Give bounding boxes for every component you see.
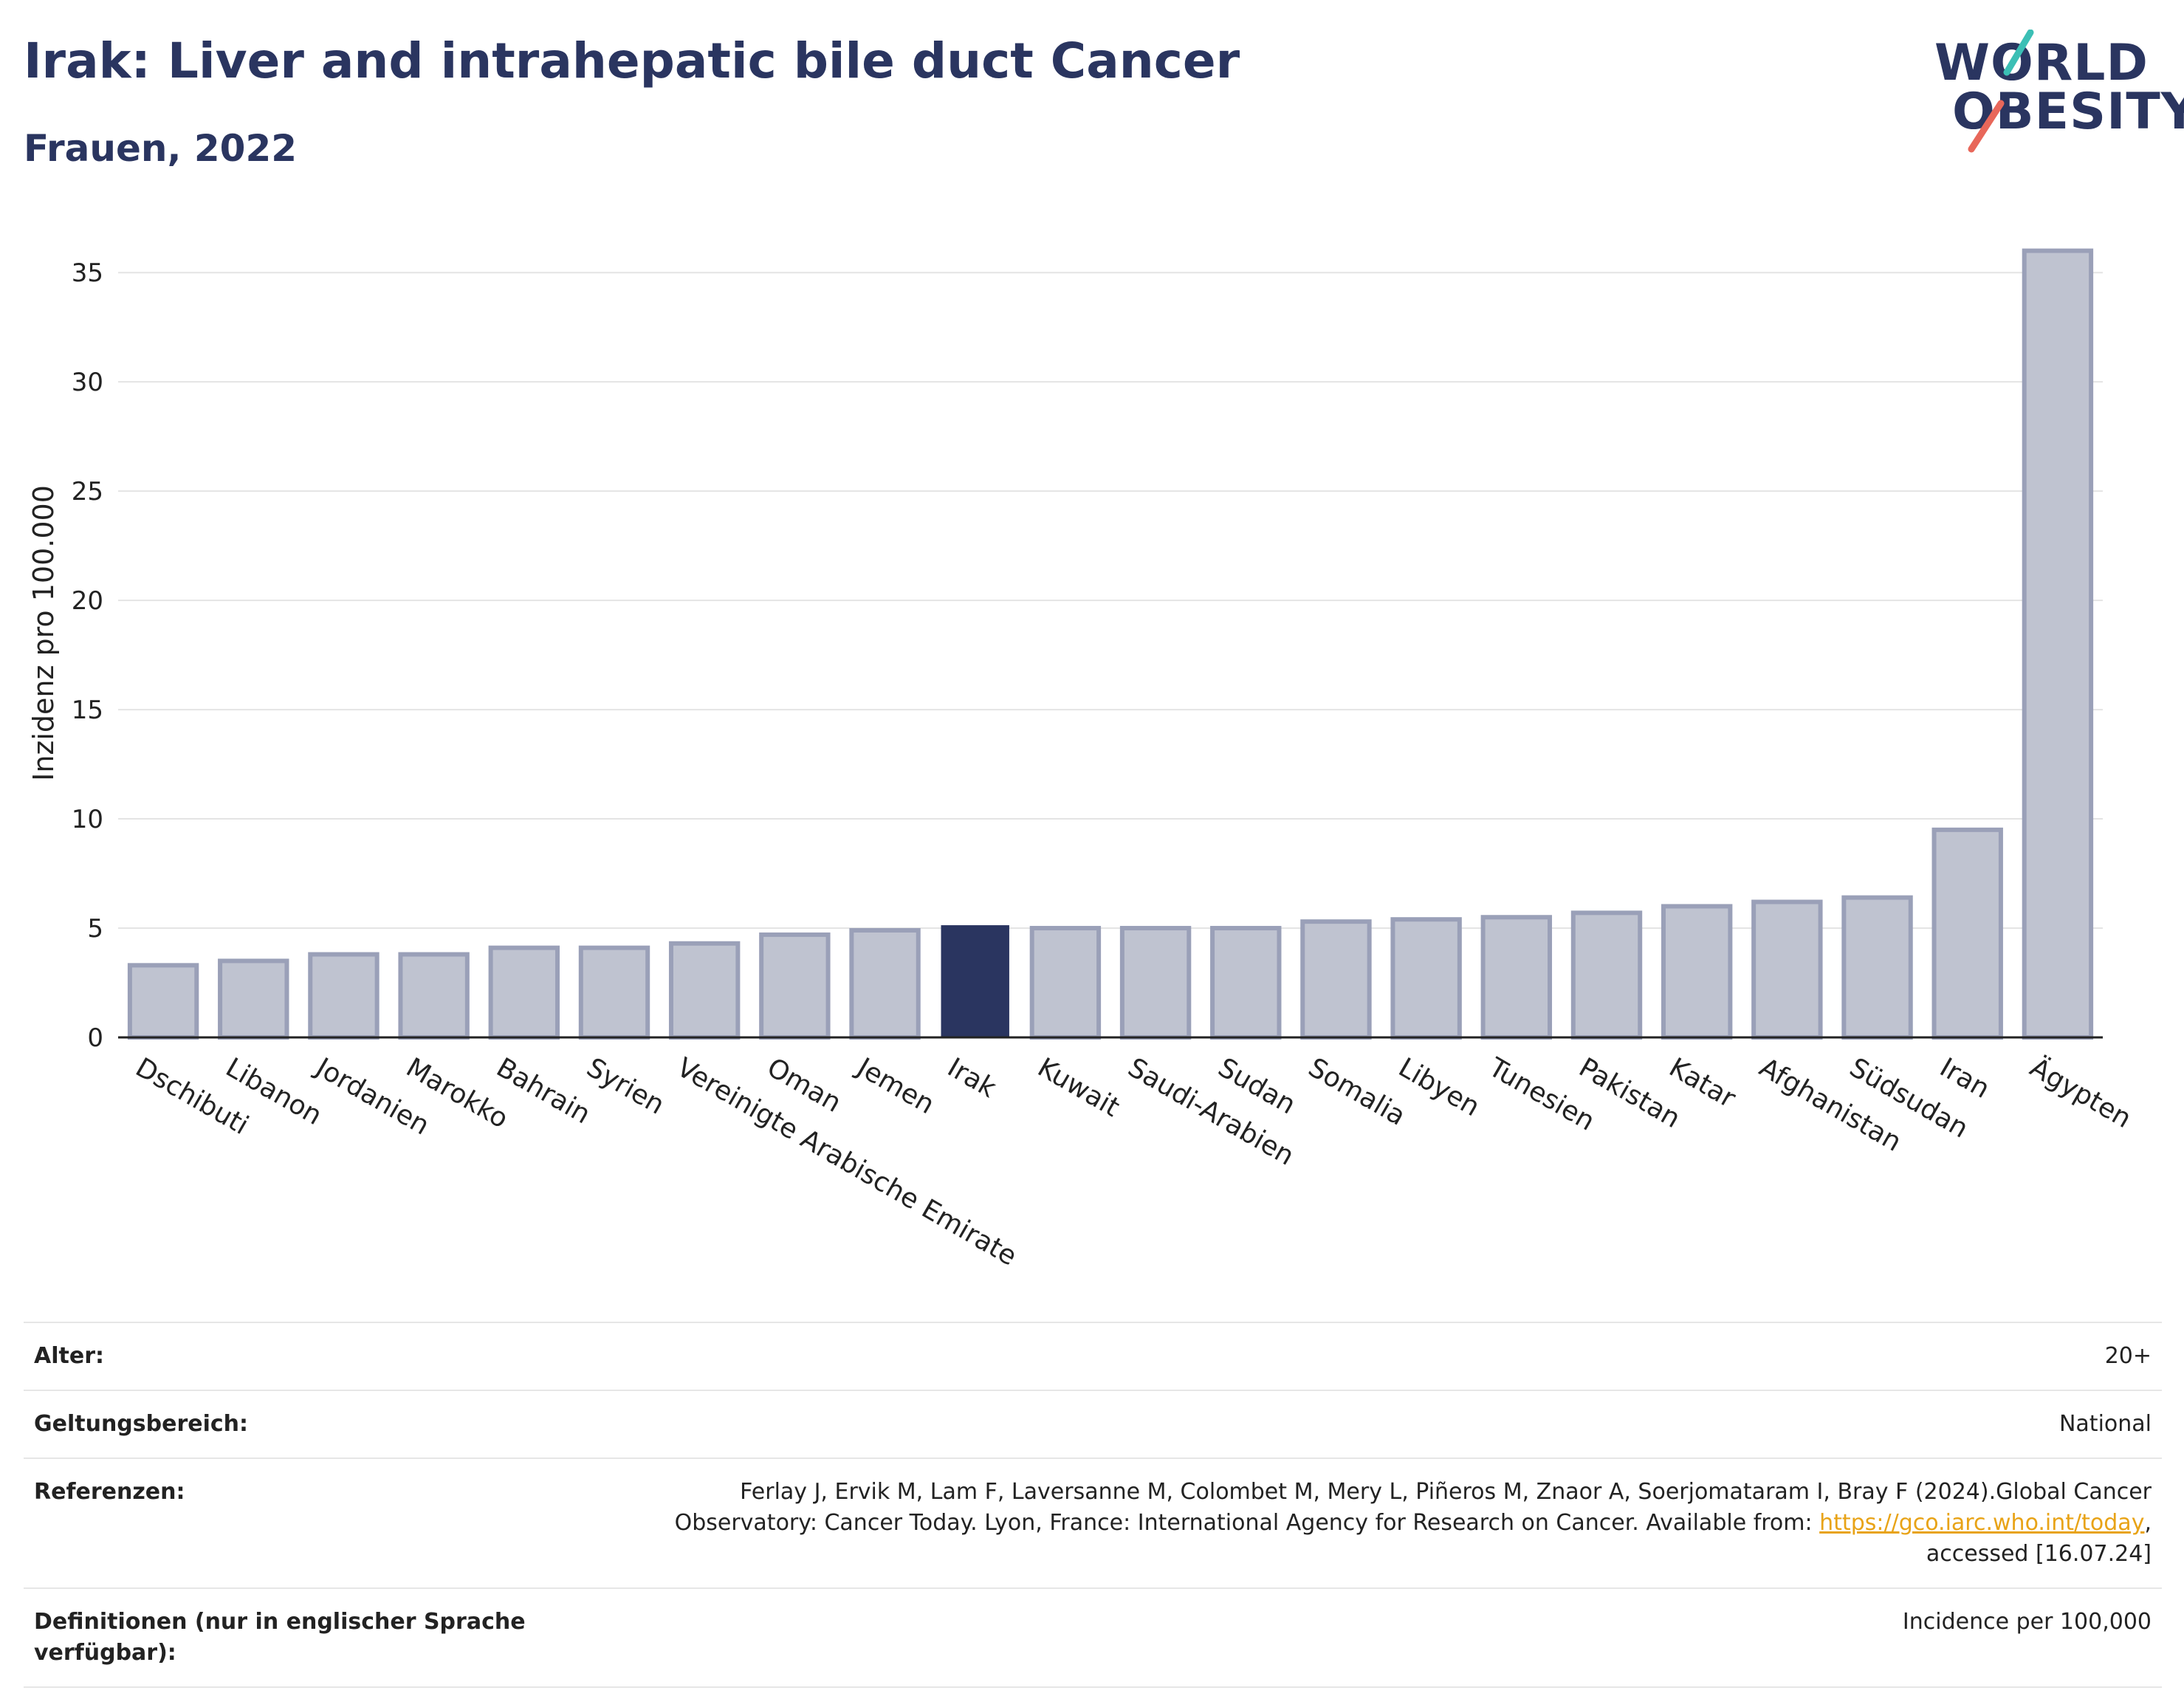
x-tick-label: Somalia xyxy=(1303,1052,1410,1132)
chart-subtitle: Frauen, 2022 xyxy=(24,127,298,170)
bar-bahrain xyxy=(488,945,560,1040)
reference-accessed: , accessed [16.07.24] xyxy=(1926,1510,2152,1567)
bar-pakistan xyxy=(1570,910,1643,1040)
y-tick-label: 20 xyxy=(72,586,103,616)
meta-label: Alter: xyxy=(34,1343,104,1369)
bar-saudi-arabien xyxy=(1119,926,1192,1040)
y-tick-label: 30 xyxy=(72,368,103,397)
world-obesity-logo: WORLD OBESITY xyxy=(1920,30,2184,155)
bars xyxy=(127,248,2094,1040)
metadata-table: Alter: 20+ Geltungsbereich: National Ref… xyxy=(24,1322,2162,1688)
meta-label: Referenzen: xyxy=(34,1479,185,1505)
bar-sudan xyxy=(1210,926,1282,1040)
bar-südsudan xyxy=(1841,895,1913,1040)
meta-row-definitions: Definitionen (nur in englischer Sprache … xyxy=(24,1587,2162,1688)
meta-label: Definitionen (nur in englischer Sprache … xyxy=(34,1609,526,1666)
logo-line-1: WORLD xyxy=(1934,34,2149,92)
bar-katar xyxy=(1661,904,1733,1040)
bar-oman xyxy=(759,932,831,1040)
meta-row-age: Alter: 20+ xyxy=(24,1322,2162,1390)
x-tick-label: Jemen xyxy=(851,1051,939,1120)
bar-syrien xyxy=(578,945,650,1040)
x-tick-label: Libyen xyxy=(1393,1052,1485,1122)
bar-dschibuti xyxy=(127,963,199,1040)
bar-vereinigte-arabische-emirate xyxy=(668,941,741,1040)
bar-libanon xyxy=(218,958,289,1040)
bar-jemen xyxy=(849,927,921,1040)
x-axis-ticks: DschibutiLibanonJordanienMarokkoBahrainS… xyxy=(131,1051,2137,1271)
x-tick-label: Ägypten xyxy=(2025,1051,2137,1134)
bar-jordanien xyxy=(308,952,380,1040)
bar-irak xyxy=(941,925,1009,1038)
logo-slash-icon xyxy=(1968,30,2034,153)
x-tick-label: Syrien xyxy=(582,1052,670,1120)
gridlines xyxy=(118,272,2103,1038)
bar-chart: 0 5 10 15 20 25 30 35 DschibutiLibanonJordanien… xyxy=(27,248,2137,1272)
bar-libyen xyxy=(1390,917,1462,1040)
meta-row-references: Referenzen: Ferlay J, Ervik M, Lam F, La… xyxy=(24,1458,2162,1587)
y-axis-ticks: 0 5 10 15 20 25 30 35 xyxy=(72,258,103,1053)
x-tick-label: Kuwait xyxy=(1032,1052,1124,1123)
y-tick-label: 5 xyxy=(87,914,103,944)
bar-tunesien xyxy=(1480,915,1553,1040)
y-axis-label: Inzidenz pro 100.000 xyxy=(27,485,60,781)
meta-label: Geltungsbereich: xyxy=(34,1411,249,1437)
meta-value: Incidence per 100,000 xyxy=(1902,1609,2152,1635)
bar-somalia xyxy=(1300,919,1372,1040)
bar-marokko xyxy=(398,952,470,1040)
y-tick-label: 35 xyxy=(72,258,103,288)
y-tick-label: 25 xyxy=(72,477,103,507)
y-tick-label: 0 xyxy=(87,1023,103,1053)
bar-afghanistan xyxy=(1751,899,1823,1040)
x-tick-label: Iran xyxy=(1934,1052,1994,1105)
x-tick-label: Irak xyxy=(942,1052,1001,1104)
reference-link[interactable]: https://gco.iarc.who.int/today xyxy=(1819,1510,2145,1536)
meta-value: 20+ xyxy=(2104,1343,2152,1369)
meta-value: Ferlay J, Ervik M, Lam F, Laversanne M, … xyxy=(601,1477,2152,1570)
bar-iran xyxy=(1931,827,2003,1040)
meta-value: National xyxy=(2058,1411,2152,1437)
bar-ägypten xyxy=(2022,248,2094,1040)
chart-title: Irak: Liver and intrahepatic bile duct C… xyxy=(24,32,1240,89)
y-tick-label: 10 xyxy=(72,805,103,834)
bar-kuwait xyxy=(1029,926,1102,1040)
y-tick-label: 15 xyxy=(72,696,103,725)
meta-row-scope: Geltungsbereich: National xyxy=(24,1390,2162,1458)
logo-line-2: OBESITY xyxy=(1952,83,2184,141)
reference-text: Ferlay J, Ervik M, Lam F, Laversanne M, … xyxy=(674,1479,2152,1536)
